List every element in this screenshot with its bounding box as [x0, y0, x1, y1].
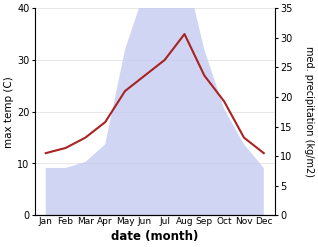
- Y-axis label: max temp (C): max temp (C): [4, 76, 14, 148]
- Y-axis label: med. precipitation (kg/m2): med. precipitation (kg/m2): [304, 46, 314, 177]
- X-axis label: date (month): date (month): [111, 230, 198, 243]
